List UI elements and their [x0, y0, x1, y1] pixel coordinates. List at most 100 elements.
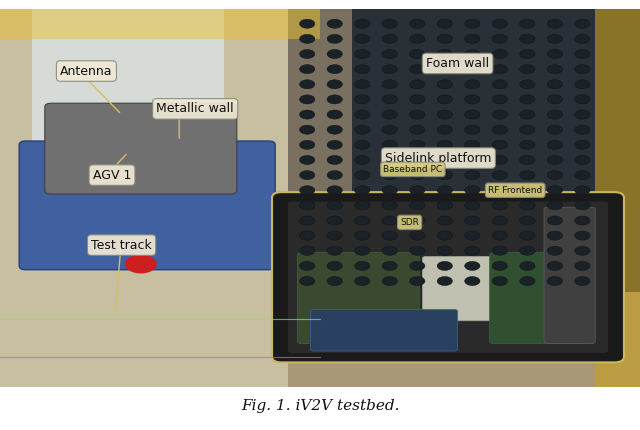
Circle shape [520, 140, 535, 149]
Circle shape [520, 34, 535, 43]
Circle shape [355, 140, 370, 149]
Circle shape [492, 64, 508, 74]
Circle shape [520, 261, 535, 270]
Circle shape [520, 231, 535, 240]
Circle shape [327, 140, 342, 149]
Circle shape [410, 186, 425, 195]
Circle shape [382, 110, 397, 119]
Circle shape [575, 49, 590, 58]
Circle shape [410, 246, 425, 255]
Circle shape [492, 140, 508, 149]
Circle shape [300, 110, 315, 119]
Circle shape [355, 110, 370, 119]
Text: SDR: SDR [400, 218, 419, 227]
Circle shape [547, 171, 563, 180]
Circle shape [465, 261, 480, 270]
Circle shape [382, 19, 397, 28]
Circle shape [327, 276, 342, 286]
Circle shape [410, 34, 425, 43]
Circle shape [410, 276, 425, 286]
Circle shape [465, 186, 480, 195]
Circle shape [437, 216, 452, 225]
FancyBboxPatch shape [490, 253, 586, 344]
Circle shape [437, 201, 452, 210]
Circle shape [355, 261, 370, 270]
Circle shape [382, 49, 397, 58]
Circle shape [547, 19, 563, 28]
Polygon shape [0, 9, 320, 39]
Circle shape [575, 216, 590, 225]
Circle shape [327, 171, 342, 180]
Circle shape [465, 64, 480, 74]
Circle shape [492, 155, 508, 165]
Circle shape [300, 140, 315, 149]
Circle shape [300, 171, 315, 180]
Circle shape [520, 49, 535, 58]
Circle shape [465, 125, 480, 134]
Circle shape [327, 125, 342, 134]
Circle shape [520, 80, 535, 89]
Circle shape [492, 95, 508, 104]
Circle shape [492, 186, 508, 195]
Circle shape [327, 216, 342, 225]
Circle shape [355, 34, 370, 43]
Circle shape [410, 19, 425, 28]
Circle shape [410, 201, 425, 210]
Circle shape [575, 155, 590, 165]
Circle shape [520, 171, 535, 180]
Circle shape [437, 64, 452, 74]
Circle shape [547, 110, 563, 119]
Circle shape [410, 231, 425, 240]
Circle shape [465, 155, 480, 165]
Circle shape [492, 246, 508, 255]
Circle shape [547, 246, 563, 255]
Circle shape [382, 155, 397, 165]
Circle shape [327, 95, 342, 104]
Circle shape [520, 125, 535, 134]
Circle shape [125, 255, 157, 273]
Circle shape [382, 201, 397, 210]
Circle shape [382, 80, 397, 89]
Circle shape [410, 216, 425, 225]
Circle shape [437, 276, 452, 286]
Circle shape [492, 34, 508, 43]
Circle shape [547, 95, 563, 104]
Circle shape [547, 201, 563, 210]
Circle shape [327, 110, 342, 119]
Circle shape [547, 140, 563, 149]
Circle shape [465, 34, 480, 43]
Circle shape [547, 34, 563, 43]
Circle shape [437, 140, 452, 149]
Circle shape [300, 186, 315, 195]
Circle shape [465, 110, 480, 119]
Circle shape [575, 125, 590, 134]
Circle shape [327, 246, 342, 255]
Circle shape [547, 155, 563, 165]
Circle shape [465, 231, 480, 240]
Text: Sidelink platform: Sidelink platform [385, 151, 492, 165]
Circle shape [300, 95, 315, 104]
Circle shape [355, 246, 370, 255]
Circle shape [492, 19, 508, 28]
Circle shape [382, 34, 397, 43]
Text: Foam wall: Foam wall [426, 57, 489, 70]
Circle shape [437, 186, 452, 195]
Circle shape [382, 231, 397, 240]
Circle shape [300, 34, 315, 43]
Text: Metallic wall: Metallic wall [156, 102, 234, 115]
Circle shape [410, 125, 425, 134]
Circle shape [465, 19, 480, 28]
Circle shape [520, 186, 535, 195]
Circle shape [410, 95, 425, 104]
Circle shape [492, 261, 508, 270]
Text: Baseband PC: Baseband PC [383, 165, 442, 174]
Circle shape [410, 49, 425, 58]
FancyBboxPatch shape [544, 207, 595, 344]
Circle shape [492, 110, 508, 119]
Circle shape [382, 216, 397, 225]
Circle shape [327, 19, 342, 28]
Circle shape [382, 64, 397, 74]
Circle shape [547, 125, 563, 134]
Circle shape [327, 49, 342, 58]
Circle shape [382, 246, 397, 255]
